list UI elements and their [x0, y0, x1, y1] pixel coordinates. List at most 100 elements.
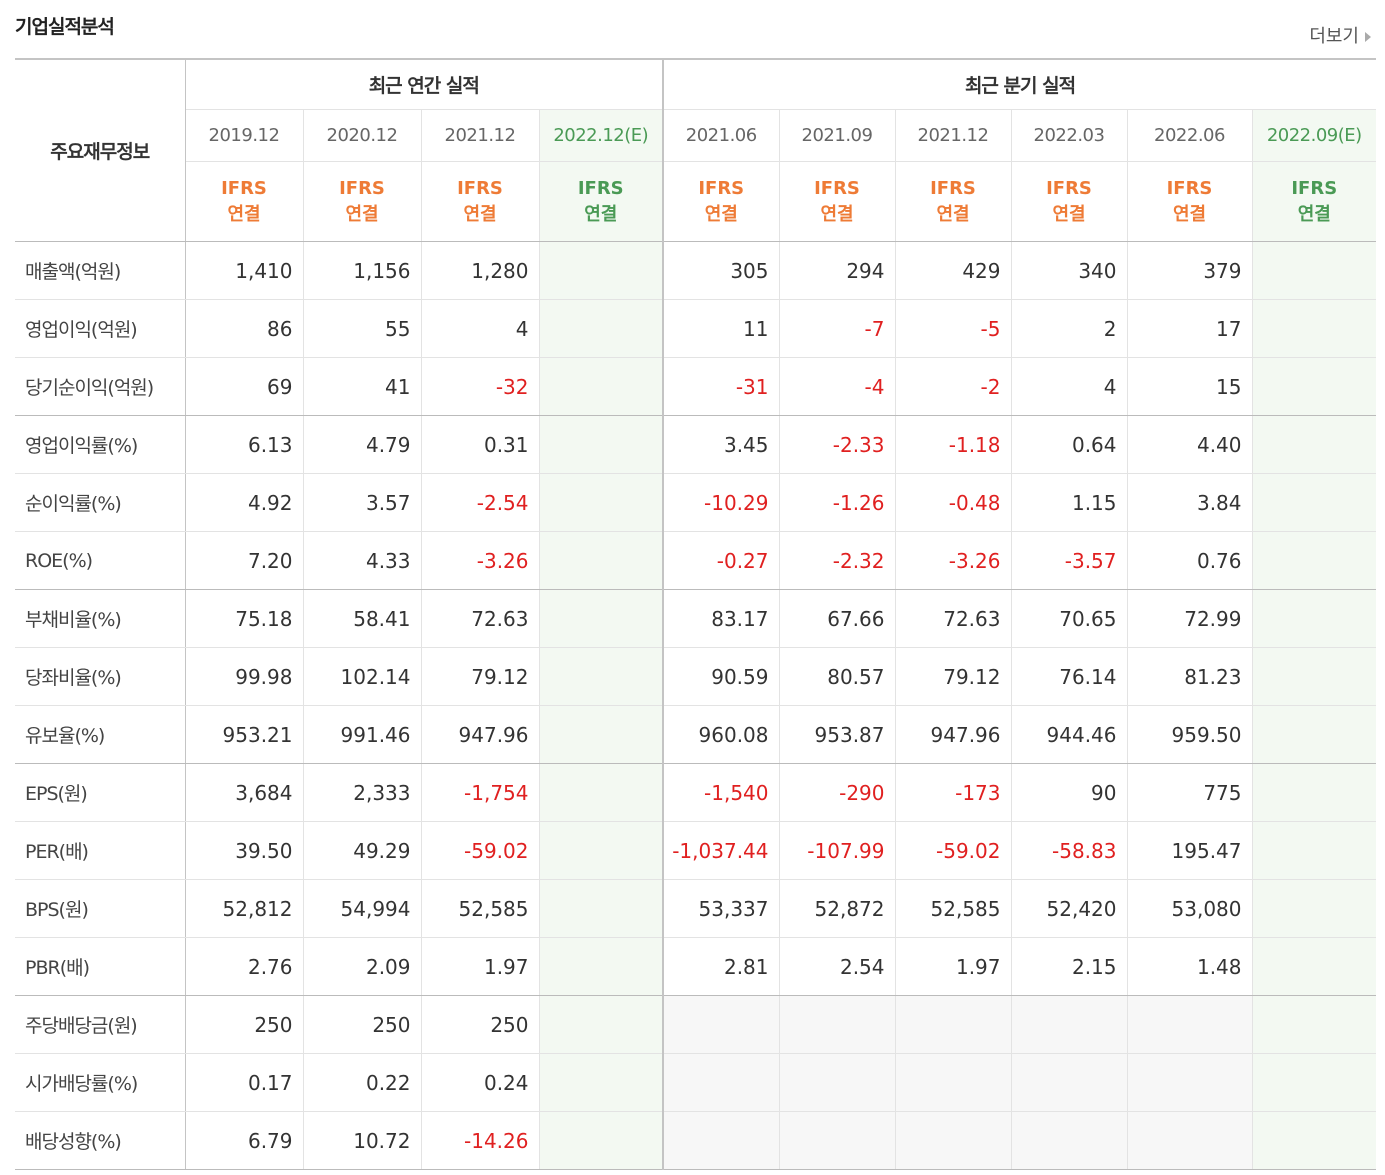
consolidation-type: 연결 — [1297, 203, 1331, 225]
value-cell: 67.66 — [778, 589, 895, 648]
value-cell — [538, 531, 663, 590]
data-row: 순이익률(%) 4.92 3.57 -2.54 -10.29 -1.26 -0.48 1.15… — [15, 473, 1377, 532]
value-cell — [1251, 937, 1377, 996]
value-cell: 4.79 — [302, 415, 421, 474]
period-header: 2021.09 — [778, 109, 895, 162]
consolidation-type: 연결 — [820, 203, 854, 225]
value-cell: 0.31 — [420, 415, 539, 474]
value-cell: 1,410 — [184, 241, 303, 300]
value-cell — [1251, 647, 1377, 706]
standard-name: IFRS — [814, 177, 860, 199]
value-cell: 53,080 — [1126, 879, 1252, 938]
consolidation-type: 연결 — [936, 203, 970, 225]
value-cell: -1,754 — [420, 763, 539, 822]
period-date: 2022.09 — [1266, 125, 1338, 146]
value-cell: 429 — [894, 241, 1011, 300]
value-cell: -3.57 — [1010, 531, 1127, 590]
value-cell: -3.26 — [420, 531, 539, 590]
standard-name: IFRS — [457, 177, 503, 199]
value-cell: -10.29 — [662, 473, 779, 532]
value-cell: 54,994 — [302, 879, 421, 938]
value-cell — [662, 1053, 779, 1112]
estimate-mark: (E) — [1337, 125, 1362, 146]
value-cell: 49.29 — [302, 821, 421, 880]
value-cell: 2.76 — [184, 937, 303, 996]
value-cell — [778, 1111, 895, 1170]
value-cell: 15 — [1126, 357, 1252, 416]
value-cell: 953.87 — [778, 705, 895, 764]
accounting-standard: IFRS 연결 — [538, 161, 663, 242]
period-date: 2022.03 — [1033, 125, 1105, 146]
row-label: 배당성향(%) — [15, 1111, 186, 1170]
data-row: 영업이익률(%) 6.13 4.79 0.31 3.45 -2.33 -1.18 0.64 4.… — [15, 415, 1377, 474]
value-cell: 52,585 — [894, 879, 1011, 938]
period-date: 2021.06 — [685, 125, 757, 146]
value-cell — [538, 705, 663, 764]
period-date: 2019.12 — [208, 125, 280, 146]
value-cell: 305 — [662, 241, 779, 300]
period-header: 2019.12 — [184, 109, 303, 162]
value-cell: 3.45 — [662, 415, 779, 474]
value-cell: 10.72 — [302, 1111, 421, 1170]
estimate-mark: (E) — [624, 125, 649, 146]
value-cell: -1.18 — [894, 415, 1011, 474]
value-cell — [1251, 995, 1377, 1054]
period-date: 2022.12 — [553, 125, 625, 146]
value-cell: 1,280 — [420, 241, 539, 300]
consolidation-type: 연결 — [463, 203, 497, 225]
value-cell: -173 — [894, 763, 1011, 822]
value-cell — [1251, 1053, 1377, 1112]
value-cell: -3.26 — [894, 531, 1011, 590]
period-date: 2021.09 — [801, 125, 873, 146]
value-cell: 4 — [420, 299, 539, 358]
row-label: BPS(원) — [15, 879, 186, 938]
value-cell: -0.48 — [894, 473, 1011, 532]
row-label: 주당배당금(원) — [15, 995, 186, 1054]
value-cell — [1126, 995, 1252, 1054]
value-cell: 4.40 — [1126, 415, 1252, 474]
value-cell: 72.63 — [894, 589, 1011, 648]
more-link[interactable]: 더보기 — [1309, 22, 1371, 48]
value-cell: 41 — [302, 357, 421, 416]
data-row: 시가배당률(%) 0.17 0.22 0.24 — [15, 1053, 1377, 1112]
row-label: PBR(배) — [15, 937, 186, 996]
row-label: 부채비율(%) — [15, 589, 186, 648]
value-cell — [1251, 299, 1377, 358]
value-cell — [662, 1111, 779, 1170]
value-cell — [1126, 1053, 1252, 1112]
period-date: 2021.12 — [444, 125, 516, 146]
value-cell — [894, 1053, 1011, 1112]
value-cell — [1251, 473, 1377, 532]
value-cell: 79.12 — [894, 647, 1011, 706]
accounting-standard: IFRS 연결 — [184, 161, 303, 242]
value-cell: 52,812 — [184, 879, 303, 938]
value-cell: 52,585 — [420, 879, 539, 938]
data-row: 당좌비율(%) 99.98 102.14 79.12 90.59 80.57 79.12 76… — [15, 647, 1377, 706]
consolidation-type: 연결 — [1052, 203, 1086, 225]
value-cell: -4 — [778, 357, 895, 416]
data-row: ROE(%) 7.20 4.33 -3.26 -0.27 -2.32 -3.26 -3.57 0… — [15, 531, 1377, 590]
value-cell: 3.57 — [302, 473, 421, 532]
value-cell — [1010, 1111, 1127, 1170]
accounting-standard: IFRS 연결 — [1010, 161, 1127, 242]
consolidation-type: 연결 — [584, 203, 618, 225]
value-cell — [1251, 879, 1377, 938]
value-cell: 90.59 — [662, 647, 779, 706]
accounting-standard: IFRS 연결 — [662, 161, 779, 242]
value-cell: 991.46 — [302, 705, 421, 764]
consolidation-type: 연결 — [345, 203, 379, 225]
value-cell: 52,872 — [778, 879, 895, 938]
value-cell — [1251, 1111, 1377, 1170]
value-cell: -1.26 — [778, 473, 895, 532]
value-cell: 250 — [420, 995, 539, 1054]
value-cell — [538, 357, 663, 416]
value-cell: 2,333 — [302, 763, 421, 822]
value-cell: 947.96 — [420, 705, 539, 764]
standard-name: IFRS — [339, 177, 385, 199]
value-cell: 70.65 — [1010, 589, 1127, 648]
accounting-standard: IFRS 연결 — [894, 161, 1011, 242]
value-cell — [1251, 241, 1377, 300]
value-cell: 72.63 — [420, 589, 539, 648]
value-cell — [1010, 1053, 1127, 1112]
